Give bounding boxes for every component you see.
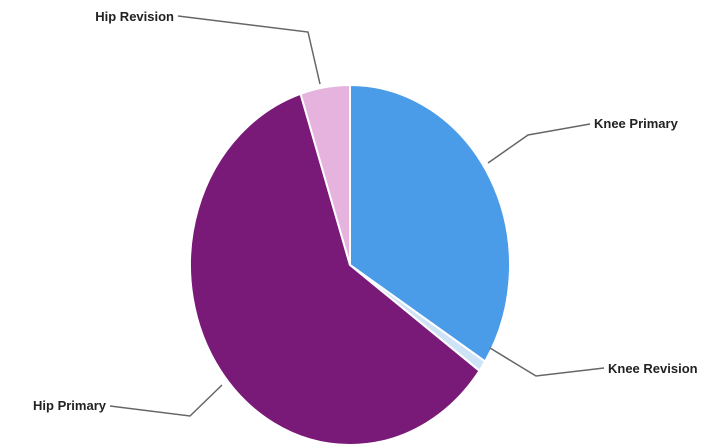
leader-line-hip-primary bbox=[109, 384, 223, 417]
slice-labels: Knee Primary Knee Revision Hip Primary Hip … bbox=[33, 9, 698, 413]
slice-label-hip-primary: Hip Primary bbox=[33, 398, 107, 413]
pie-slice-hip-primary bbox=[189, 92, 481, 446]
slice-label-hip-revision: Hip Revision bbox=[95, 9, 174, 24]
pie-slice-hip-revision bbox=[299, 83, 351, 266]
leader-line-knee-primary bbox=[487, 123, 591, 164]
slice-label-knee-primary: Knee Primary bbox=[594, 116, 679, 131]
leader-line-knee-revision bbox=[489, 347, 605, 377]
leader-lines bbox=[109, 15, 605, 417]
slice-label-knee-revision: Knee Revision bbox=[608, 361, 698, 376]
pie-slices bbox=[189, 83, 511, 446]
leader-line-hip-revision bbox=[177, 15, 321, 85]
